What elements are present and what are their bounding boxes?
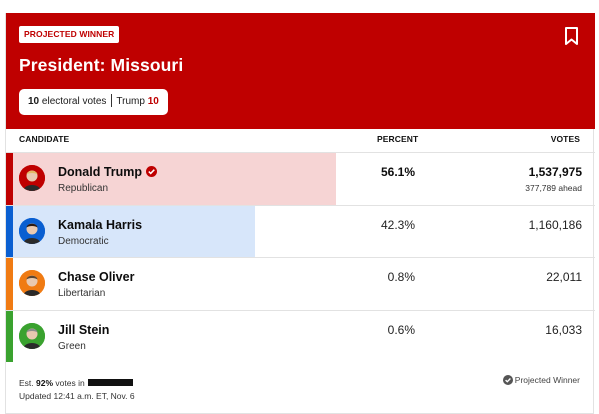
estimate-suffix: votes in (55, 378, 85, 388)
candidate-votes: 22,011 (546, 270, 582, 284)
projected-winner-badge: PROJECTED WINNER (19, 26, 120, 43)
candidate-percent: 0.8% (387, 270, 415, 284)
party-color-stripe (6, 205, 13, 257)
candidate-party: Democratic (58, 235, 109, 247)
candidate-avatar (19, 322, 45, 349)
vote-share-bar (6, 205, 256, 257)
electoral-vote-count: 10 (28, 96, 40, 107)
electoral-vote-label: electoral votes (41, 96, 107, 107)
party-color-stripe (6, 310, 13, 362)
candidate-party: Republican (58, 183, 109, 194)
redacted-block (87, 379, 133, 386)
candidate-row: Kamala Harris Democratic 42.3% 1,160,186 (6, 204, 595, 257)
party-color-stripe (6, 258, 13, 310)
party-color-stripe (6, 153, 13, 205)
candidate-avatar (19, 165, 45, 191)
electoral-winner-votes: 10 (147, 96, 159, 107)
candidate-list: Donald Trump Republican 56.1% 1,537,975 … (6, 152, 595, 362)
candidate-row: Chase Oliver Libertarian 0.8% 22,011 (6, 257, 595, 310)
estimate-percent: 92% (36, 378, 54, 388)
candidate-percent: 0.6% (387, 322, 415, 337)
candidate-name-text: Kamala Harris (58, 217, 143, 232)
column-header-percent: PERCENT (377, 134, 419, 144)
candidate-name[interactable]: Chase Oliver (58, 270, 134, 284)
vote-margin: 377,789 ahead (525, 183, 582, 193)
pill-divider (111, 94, 113, 107)
bookmark-icon[interactable] (563, 26, 580, 46)
candidate-votes: 16,033 (545, 322, 582, 337)
candidate-votes: 1,537,975 (528, 165, 582, 179)
winner-check-icon (146, 166, 158, 177)
candidate-votes: 1,160,186 (528, 217, 582, 232)
electoral-winner-name: Trump (116, 96, 145, 107)
updated-timestamp: Updated 12:41 a.m. ET, Nov. 6 (19, 391, 135, 401)
candidate-row: Jill Stein Green 0.6% 16,033 (6, 309, 595, 362)
candidate-percent: 56.1% (380, 165, 415, 179)
results-header: PROJECTED WINNER President: Missouri 10 … (6, 13, 595, 129)
results-card: PROJECTED WINNER President: Missouri 10 … (5, 13, 595, 414)
candidate-name-text: Jill Stein (58, 322, 110, 337)
column-header-candidate: CANDIDATE (19, 134, 70, 144)
candidate-avatar (19, 217, 45, 244)
candidate-name[interactable]: Donald Trump (58, 165, 158, 179)
vote-share-bar (6, 153, 337, 205)
candidate-row: Donald Trump Republican 56.1% 1,537,975 … (6, 152, 595, 205)
candidate-name-text: Donald Trump (58, 165, 143, 179)
candidate-avatar (19, 270, 45, 296)
candidate-name[interactable]: Jill Stein (58, 323, 109, 337)
estimate-prefix: Est. (19, 378, 34, 388)
candidate-percent: 42.3% (380, 217, 415, 232)
check-circle-icon (502, 375, 513, 385)
legend-label: Projected Winner (514, 375, 580, 385)
candidate-name[interactable]: Kamala Harris (58, 218, 142, 232)
page-title: President: Missouri (19, 55, 184, 75)
candidate-party: Green (58, 340, 86, 352)
reporting-status: Est. 92% votes in Updated 12:41 a.m. ET,… (19, 377, 135, 403)
electoral-votes-pill: 10 electoral votes Trump 10 (19, 89, 168, 115)
candidate-name-text: Chase Oliver (58, 270, 135, 284)
projected-winner-legend: Projected Winner (502, 375, 580, 385)
candidate-party: Libertarian (58, 288, 106, 299)
column-header-votes: VOTES (550, 134, 580, 144)
